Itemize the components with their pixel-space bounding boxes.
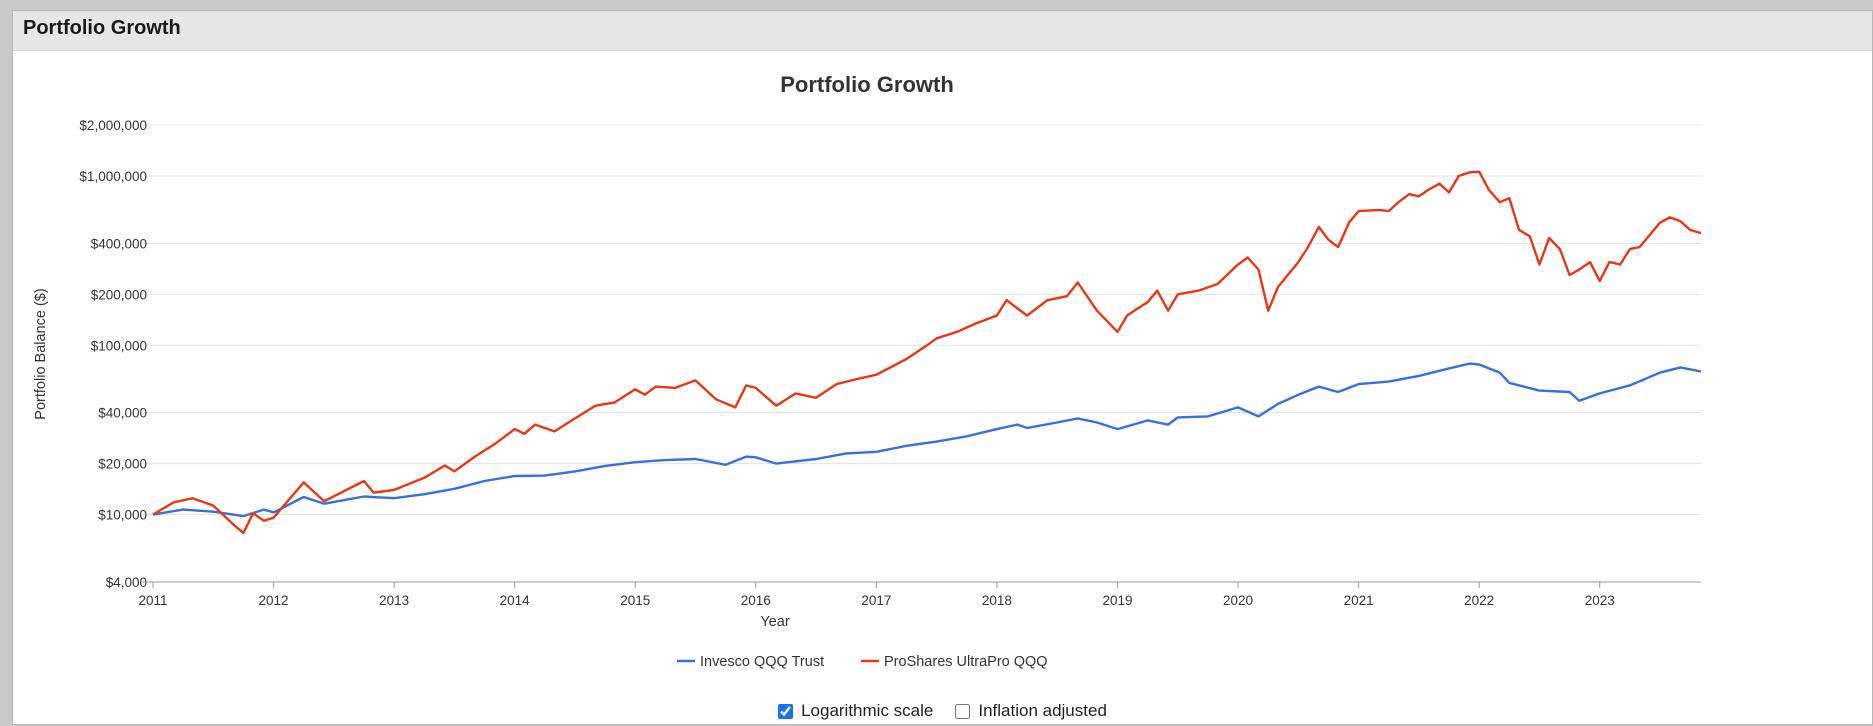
portfolio-growth-panel: Portfolio Growth Portfolio Growth $4,000… bbox=[12, 10, 1873, 725]
portfolio-growth-chart: Portfolio Growth $4,000 $10,000 $20,000 $40… bbox=[33, 72, 1702, 670]
inflation-label: Inflation adjusted bbox=[978, 701, 1107, 720]
y-tick-label: $4,000 bbox=[106, 575, 147, 590]
chart-title: Portfolio Growth bbox=[780, 72, 954, 97]
x-axis-title: Year bbox=[760, 614, 789, 630]
inflation-option[interactable]: Inflation adjusted bbox=[955, 701, 1107, 721]
y-tick-label: $400,000 bbox=[91, 236, 147, 251]
y-axis-ticks: $4,000 $10,000 $20,000 $40,000 $100,000 $200,… bbox=[79, 118, 147, 590]
series-lines bbox=[152, 170, 1702, 535]
legend-label-qqq[interactable]: Invesco QQQ Trust bbox=[700, 654, 824, 670]
x-tick-label: 2023 bbox=[1585, 593, 1615, 608]
series-line-qqq[interactable] bbox=[152, 362, 1702, 518]
x-tick-label: 2012 bbox=[259, 593, 289, 608]
log-scale-option[interactable]: Logarithmic scale bbox=[778, 701, 933, 721]
legend-label-tqqq[interactable]: ProShares UltraPro QQQ bbox=[884, 654, 1048, 670]
panel-header: Portfolio Growth bbox=[13, 11, 1872, 51]
y-tick-label: $100,000 bbox=[91, 338, 147, 353]
grid-lines bbox=[142, 124, 1701, 516]
x-tick-label: 2013 bbox=[379, 593, 409, 608]
y-tick-label: $40,000 bbox=[98, 406, 147, 421]
x-tick-label: 2014 bbox=[500, 593, 531, 608]
x-tick-label: 2020 bbox=[1223, 593, 1253, 608]
chart-options: Logarithmic scale Inflation adjusted bbox=[13, 696, 1872, 726]
x-tick-label: 2017 bbox=[861, 593, 891, 608]
log-scale-label: Logarithmic scale bbox=[801, 701, 934, 720]
y-tick-label: $20,000 bbox=[98, 457, 147, 472]
x-tick-label: 2011 bbox=[138, 593, 167, 608]
x-tick-label: 2022 bbox=[1464, 593, 1494, 608]
x-axis-ticks: 2011 2012 2013 2014 2015 2016 2017 2018 2019 2020… bbox=[138, 582, 1615, 608]
y-axis-title: Portfolio Balance ($) bbox=[33, 288, 49, 419]
y-tick-label: $10,000 bbox=[98, 508, 147, 523]
y-tick-label: $2,000,000 bbox=[79, 118, 147, 133]
x-tick-label: 2018 bbox=[982, 593, 1012, 608]
y-tick-label: $1,000,000 bbox=[79, 169, 147, 184]
x-tick-label: 2019 bbox=[1102, 593, 1132, 608]
x-tick-label: 2015 bbox=[620, 593, 650, 608]
x-tick-label: 2016 bbox=[741, 593, 771, 608]
x-tick-label: 2021 bbox=[1344, 593, 1374, 608]
y-tick-label: $200,000 bbox=[91, 287, 147, 302]
log-scale-checkbox[interactable] bbox=[778, 703, 794, 719]
inflation-checkbox[interactable] bbox=[955, 703, 971, 719]
series-line-tqqq[interactable] bbox=[152, 170, 1702, 535]
legend: Invesco QQQ Trust ProShares UltraPro QQQ bbox=[677, 654, 1048, 670]
